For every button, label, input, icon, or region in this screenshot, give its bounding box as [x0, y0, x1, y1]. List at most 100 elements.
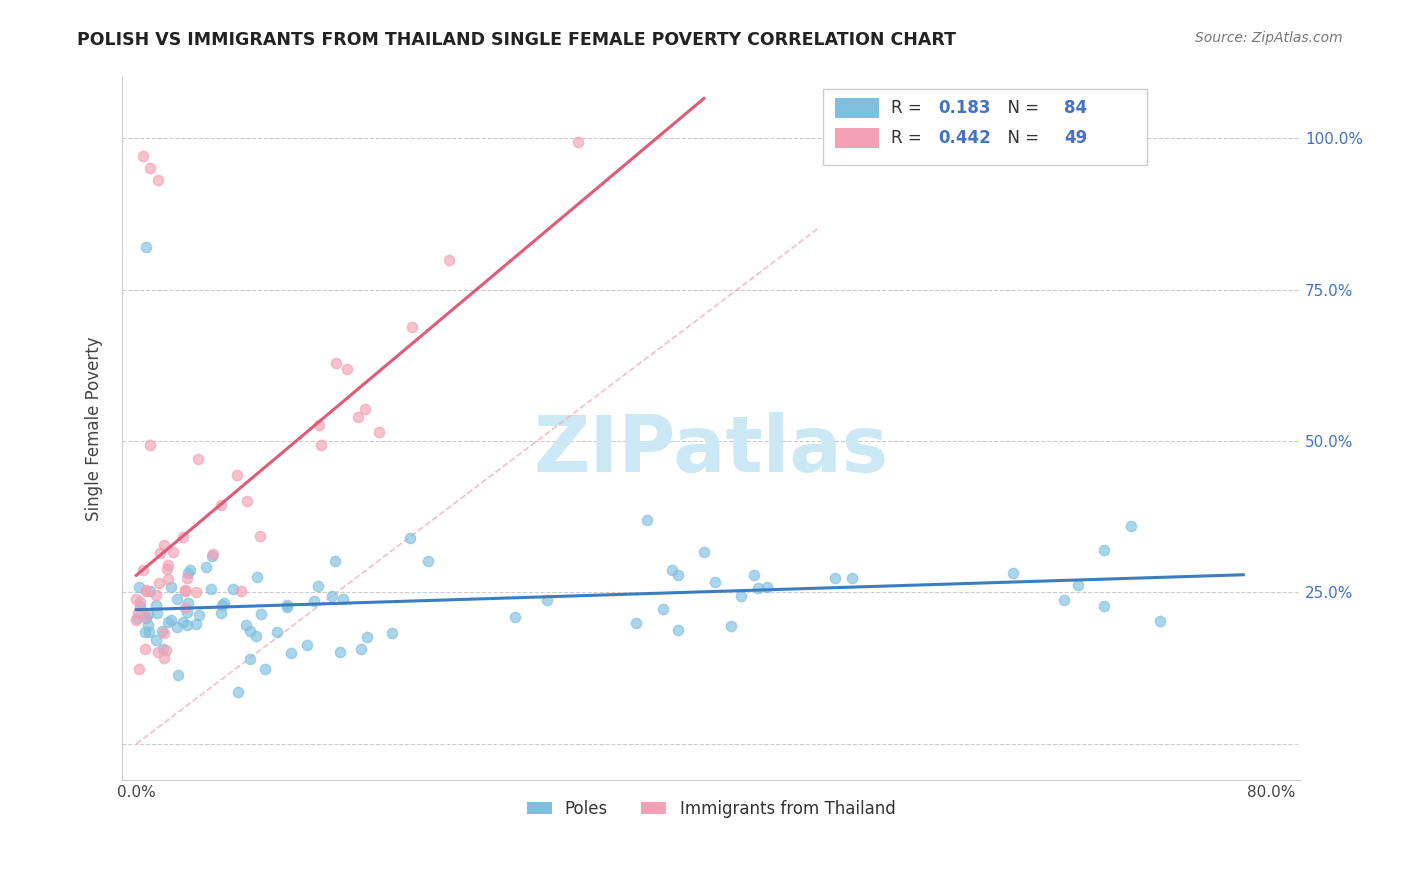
Point: [356, 630, 378, 644]
Point: [536, 592, 558, 607]
Point: [132, 149, 155, 163]
Point: [200, 582, 222, 596]
Point: [139, 584, 162, 599]
Point: [127, 611, 149, 625]
Point: [160, 613, 183, 627]
Point: [157, 615, 180, 629]
Point: [1149, 614, 1171, 628]
Point: [626, 615, 648, 630]
Point: [195, 560, 218, 574]
Point: [266, 624, 288, 639]
Point: [567, 135, 589, 149]
Text: Source: ZipAtlas.com: Source: ZipAtlas.com: [1195, 31, 1343, 45]
Point: [179, 563, 201, 577]
Point: [176, 571, 198, 585]
Y-axis label: Single Female Poverty: Single Female Poverty: [86, 336, 103, 521]
Point: [720, 619, 742, 633]
Point: [308, 417, 330, 432]
Point: [157, 558, 180, 572]
Point: [325, 356, 347, 370]
Point: [636, 513, 658, 527]
Point: [135, 611, 157, 625]
Point: [416, 554, 439, 568]
Point: [159, 581, 181, 595]
Point: [209, 606, 232, 620]
Point: [666, 624, 689, 638]
Point: [209, 498, 232, 512]
Point: [184, 617, 207, 632]
Point: [651, 602, 673, 616]
Text: 0.183: 0.183: [938, 99, 991, 117]
Point: [398, 532, 420, 546]
Point: [276, 598, 298, 612]
Point: [239, 624, 262, 639]
Point: [354, 402, 377, 417]
Point: [146, 173, 169, 187]
Point: [295, 639, 318, 653]
Point: [350, 642, 373, 657]
Point: [245, 629, 267, 643]
Point: [155, 642, 177, 657]
Point: [146, 606, 169, 620]
Text: R =: R =: [891, 99, 928, 117]
Point: [1092, 599, 1115, 614]
Point: [125, 613, 148, 627]
Point: [503, 610, 526, 624]
Point: [176, 605, 198, 619]
Point: [235, 617, 257, 632]
Point: [134, 609, 156, 624]
Text: POLISH VS IMMIGRANTS FROM THAILAND SINGLE FEMALE POVERTY CORRELATION CHART: POLISH VS IMMIGRANTS FROM THAILAND SINGL…: [77, 31, 956, 49]
Point: [1002, 566, 1025, 580]
Point: [254, 662, 277, 676]
Point: [132, 562, 155, 576]
Point: [841, 572, 863, 586]
Point: [145, 633, 167, 648]
Point: [177, 597, 200, 611]
Point: [226, 467, 249, 482]
Point: [1092, 542, 1115, 557]
Point: [329, 645, 352, 659]
Point: [162, 545, 184, 559]
Point: [280, 646, 302, 660]
Point: [302, 594, 325, 608]
Point: [184, 584, 207, 599]
Point: [747, 581, 769, 595]
Point: [139, 437, 162, 451]
Point: [321, 589, 343, 603]
Point: [1119, 519, 1142, 533]
Text: 49: 49: [1064, 128, 1088, 147]
Point: [146, 645, 169, 659]
Point: [249, 607, 271, 621]
Point: [153, 538, 176, 552]
Point: [177, 566, 200, 581]
Point: [136, 607, 159, 621]
Point: [202, 547, 225, 561]
Point: [730, 589, 752, 603]
Point: [152, 642, 174, 657]
Point: [157, 572, 180, 586]
Point: [172, 615, 194, 629]
Point: [135, 240, 157, 254]
Point: [309, 438, 332, 452]
Point: [276, 600, 298, 615]
Point: [150, 624, 173, 638]
Point: [128, 580, 150, 594]
Point: [167, 668, 190, 682]
Point: [201, 549, 224, 564]
Point: [226, 684, 249, 698]
Point: [236, 493, 259, 508]
Point: [346, 410, 368, 425]
Point: [211, 598, 233, 612]
Text: ZIPatlas: ZIPatlas: [533, 412, 889, 488]
Point: [332, 591, 354, 606]
Point: [135, 583, 157, 598]
Point: [135, 583, 157, 598]
Point: [128, 599, 150, 613]
Point: [166, 620, 188, 634]
Point: [174, 601, 197, 615]
Text: R =: R =: [891, 128, 928, 147]
Point: [172, 530, 194, 544]
Point: [437, 253, 460, 268]
Point: [138, 625, 160, 640]
FancyBboxPatch shape: [835, 128, 880, 148]
